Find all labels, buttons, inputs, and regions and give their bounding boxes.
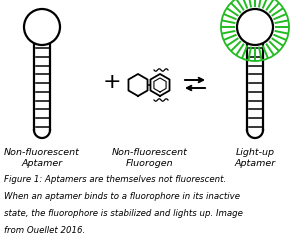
Text: +: + [103,72,121,92]
Text: When an aptamer binds to a fluorophore in its inactive: When an aptamer binds to a fluorophore i… [4,192,240,201]
Text: state, the fluorophore is stabilized and lights up. Image: state, the fluorophore is stabilized and… [4,209,243,218]
Text: from Ouellet 2016.: from Ouellet 2016. [4,226,85,235]
Text: Light-up
Aptamer: Light-up Aptamer [234,148,276,168]
Text: Figure 1: Aptamers are themselves not fluorescent.: Figure 1: Aptamers are themselves not fl… [4,175,226,184]
Text: Non-fluorescent
Aptamer: Non-fluorescent Aptamer [4,148,80,168]
Text: Non-fluorescent
Fluorogen: Non-fluorescent Fluorogen [112,148,188,168]
